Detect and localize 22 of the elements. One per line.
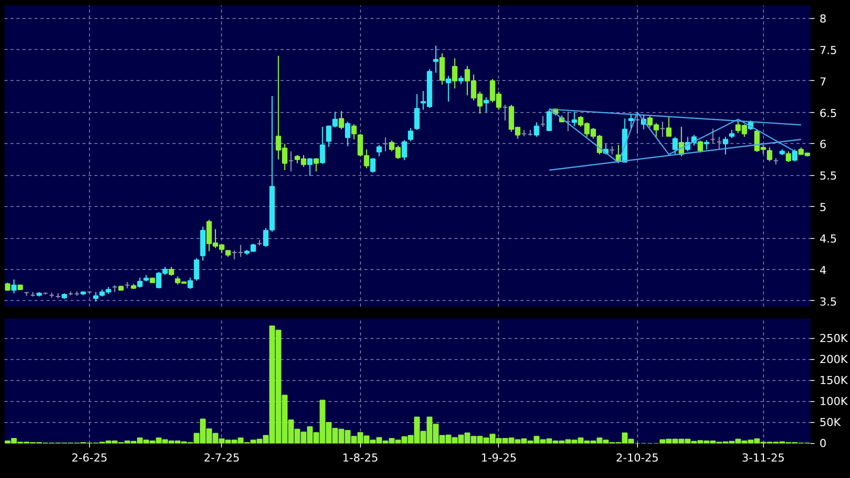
y-tick-label: 200K bbox=[820, 353, 848, 366]
y-tick-label: 250K bbox=[820, 332, 848, 346]
x-tick-label: 1-9-25 bbox=[480, 452, 517, 464]
x-tick-label: 2-6-25 bbox=[72, 452, 108, 464]
y-tick-label: 6.5 bbox=[820, 106, 837, 120]
x-tick-label: 3-11-25 bbox=[742, 452, 785, 464]
y-tick-label: 5 bbox=[820, 201, 826, 214]
x-tick-label: 2-7-25 bbox=[204, 452, 240, 464]
y-tick-label: 7 bbox=[820, 75, 826, 88]
y-tick-label: 3.5 bbox=[820, 295, 837, 308]
y-tick-label: 7.5 bbox=[820, 44, 837, 57]
y-tick-label: 5.5 bbox=[820, 170, 837, 183]
y-tick-label: 4 bbox=[820, 264, 826, 277]
y-tick-label: 100K bbox=[820, 395, 848, 408]
y-tick-label: 6 bbox=[820, 138, 826, 152]
x-tick-label: 2-10-25 bbox=[616, 452, 659, 464]
y-tick-label: 8 bbox=[820, 12, 826, 26]
y-tick-label: 150K bbox=[820, 374, 848, 388]
y-tick-label: 0 bbox=[820, 437, 826, 450]
x-tick-label: 1-8-25 bbox=[342, 452, 378, 464]
y-tick-label: 4.5 bbox=[820, 232, 837, 246]
y-tick-label: 50K bbox=[820, 416, 842, 430]
